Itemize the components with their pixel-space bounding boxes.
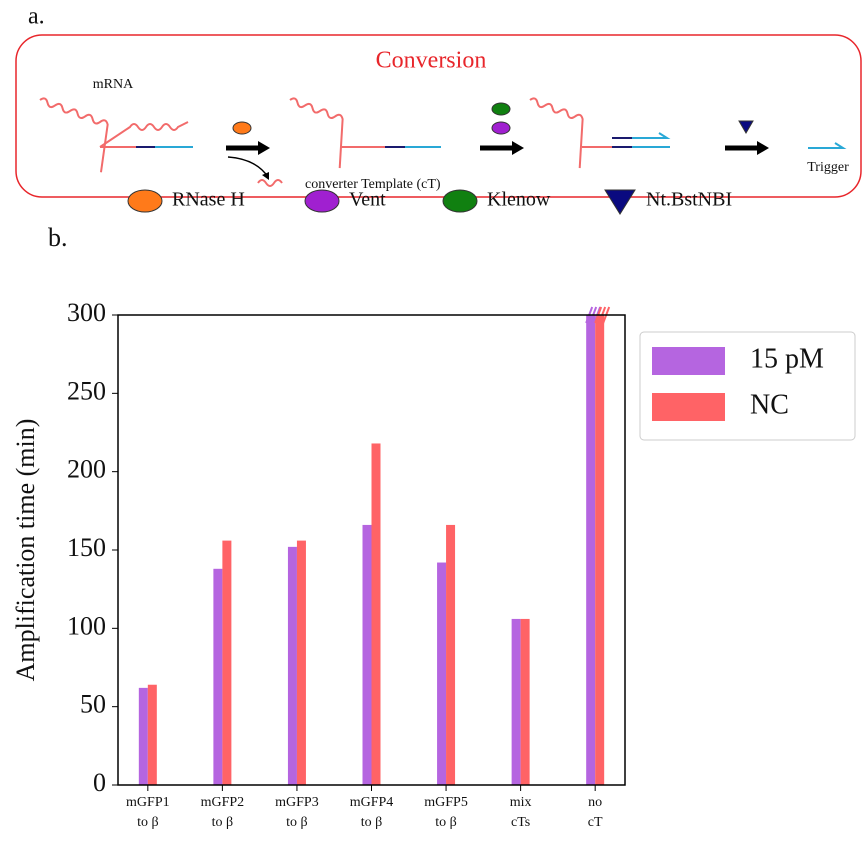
conversion-title: Conversion xyxy=(376,48,487,74)
x-tick-label: mix xyxy=(510,795,532,810)
legend-label: NC xyxy=(750,389,789,420)
y-tick-label: 50 xyxy=(80,690,106,719)
trigger-label: Trigger xyxy=(807,160,849,175)
y-tick-label: 150 xyxy=(67,533,106,562)
y-tick-label: 200 xyxy=(67,455,106,484)
y-tick-label: 100 xyxy=(67,611,106,640)
bar xyxy=(595,315,605,785)
bar xyxy=(138,687,148,785)
mrna-label: mRNA xyxy=(93,77,134,92)
bar xyxy=(437,562,447,785)
legend-label: RNase H xyxy=(172,189,245,211)
panel-label: b. xyxy=(48,223,68,252)
bar xyxy=(520,618,530,785)
x-tick-label: to β xyxy=(212,815,234,830)
bar xyxy=(222,540,232,785)
bar xyxy=(511,618,521,785)
legend-label: Vent xyxy=(349,189,386,211)
x-tick-label: mGFP2 xyxy=(201,795,245,810)
x-tick-label: to β xyxy=(137,815,159,830)
x-tick-label: cT xyxy=(588,815,603,830)
y-tick-label: 300 xyxy=(67,298,106,327)
x-tick-label: mGFP3 xyxy=(275,795,319,810)
conversion-box xyxy=(15,34,862,198)
panel-label: a. xyxy=(28,4,45,30)
diagram xyxy=(39,97,847,187)
plot-frame xyxy=(117,314,626,786)
y-axis-title: Amplification time (min) xyxy=(11,419,40,682)
bar xyxy=(362,524,372,785)
y-tick-label: 250 xyxy=(67,376,106,405)
x-tick-label: mGFP1 xyxy=(126,795,170,810)
bar xyxy=(296,540,306,785)
x-tick-label: cTs xyxy=(511,815,530,830)
legend-label: 15 pM xyxy=(750,343,824,374)
legend-icon xyxy=(442,189,478,213)
x-tick-label: mGFP4 xyxy=(350,795,394,810)
legend-swatch xyxy=(652,347,725,375)
x-tick-label: to β xyxy=(435,815,457,830)
bar xyxy=(586,315,596,785)
x-tick-label: mGFP5 xyxy=(424,795,468,810)
legend-icon xyxy=(604,189,636,215)
bar xyxy=(213,568,223,785)
bar xyxy=(147,684,157,785)
bar xyxy=(446,524,456,785)
legend-label: Klenow xyxy=(487,189,551,211)
bar xyxy=(371,443,381,785)
legend-icon xyxy=(304,189,340,213)
x-tick-label: to β xyxy=(361,815,383,830)
legend-label: Nt.BstNBI xyxy=(646,189,732,211)
bar xyxy=(287,546,297,785)
template-label: converter Template (cT) xyxy=(305,177,441,192)
legend-icon xyxy=(127,189,163,213)
x-tick-label: no xyxy=(588,795,602,810)
legend-swatch xyxy=(652,393,725,421)
y-tick-label: 0 xyxy=(93,768,106,797)
x-tick-label: to β xyxy=(286,815,308,830)
